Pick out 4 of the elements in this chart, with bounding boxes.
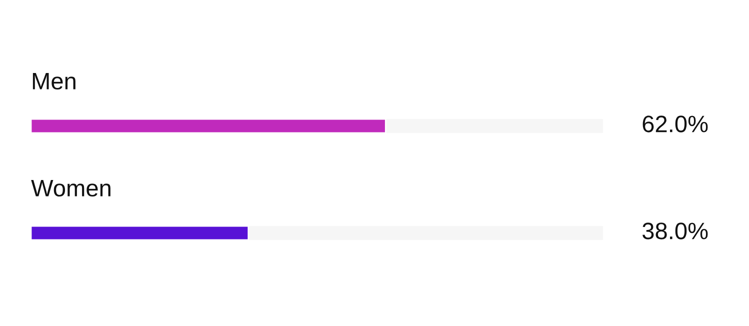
y-tick-label: Women — [31, 180, 110, 197]
data-label: 62.0% — [642, 116, 708, 132]
y-tick-label: Men — [32, 73, 76, 90]
data-label: 38.0% — [642, 222, 708, 240]
